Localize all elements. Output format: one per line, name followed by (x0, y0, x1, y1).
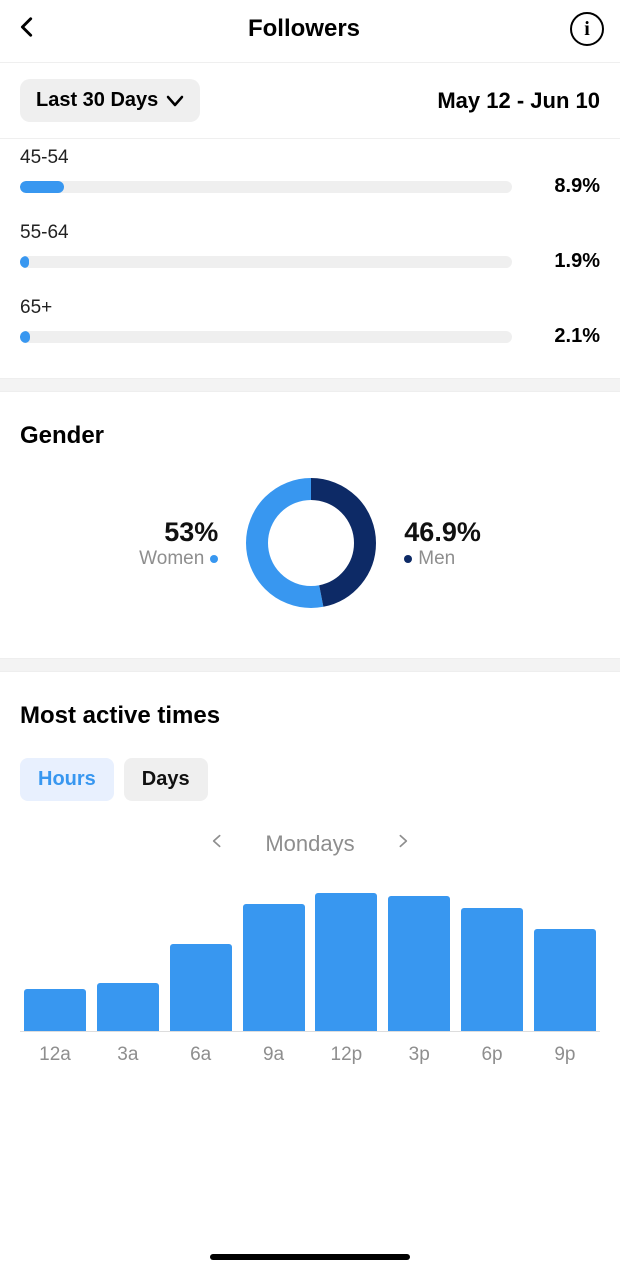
age-bar-fill (20, 331, 30, 343)
active-times-title: Most active times (20, 702, 600, 730)
gender-men-pct: 46.9% (404, 517, 481, 548)
legend-dot-icon (210, 555, 218, 563)
age-bar-track (20, 181, 512, 193)
gender-section: Gender 53% Women 46.9% Men (0, 392, 620, 658)
hour-label: 12a (24, 1044, 86, 1066)
hour-bar (24, 989, 86, 1031)
date-range-picker[interactable]: Last 30 Days (20, 79, 200, 122)
age-bar-fill (20, 181, 64, 193)
age-bar-track (20, 256, 512, 268)
gender-women-label: Women (139, 548, 218, 570)
next-day-button[interactable] (395, 829, 411, 858)
hour-bar (315, 893, 377, 1031)
gender-title: Gender (20, 422, 600, 450)
hour-label: 12p (315, 1044, 377, 1066)
header: Followers i (0, 0, 620, 63)
age-bar-fill (20, 256, 29, 268)
age-label: 55-64 (20, 222, 600, 244)
section-divider (0, 658, 620, 672)
age-bar-line: 2.1% (20, 325, 600, 348)
hour-bar (534, 929, 596, 1031)
hour-bar (170, 944, 232, 1031)
tab-days[interactable]: Days (124, 758, 208, 801)
age-bar-line: 1.9% (20, 250, 600, 273)
gender-women-block: 53% Women (139, 517, 218, 570)
chevron-down-icon (166, 95, 184, 107)
gender-women-text: Women (139, 548, 204, 570)
back-button[interactable] (16, 13, 38, 46)
tab-hours[interactable]: Hours (20, 758, 114, 801)
gender-women-pct: 53% (139, 517, 218, 548)
age-pct: 2.1% (530, 325, 600, 348)
age-pct: 8.9% (530, 175, 600, 198)
date-range-text: May 12 - Jun 10 (437, 88, 600, 114)
home-indicator (210, 1254, 410, 1260)
hour-label: 3a (97, 1044, 159, 1066)
hour-bar (461, 908, 523, 1031)
hour-label: 6p (461, 1044, 523, 1066)
age-pct: 1.9% (530, 250, 600, 273)
hours-x-axis: 12a 3a 6a 9a 12p 3p 6p 9p (20, 1032, 600, 1066)
age-row: 65+ 2.1% (20, 297, 600, 348)
hour-bar (388, 896, 450, 1031)
gender-men-text: Men (418, 548, 455, 570)
age-bar-track (20, 331, 512, 343)
gender-men-block: 46.9% Men (404, 517, 481, 570)
age-section: 45-54 8.9% 55-64 1.9% 65+ 2.1% (0, 139, 620, 378)
info-icon: i (584, 18, 590, 41)
gender-men-label: Men (404, 548, 481, 570)
date-range-label: Last 30 Days (36, 89, 158, 112)
hour-label: 6a (170, 1044, 232, 1066)
chevron-left-icon (209, 829, 225, 853)
hour-label: 3p (388, 1044, 450, 1066)
day-navigator: Mondays (20, 829, 600, 858)
page-title: Followers (248, 15, 360, 43)
day-label: Mondays (265, 831, 354, 857)
hour-bar (243, 904, 305, 1032)
active-times-tabs: Hours Days (20, 758, 600, 801)
info-button[interactable]: i (570, 12, 604, 46)
active-times-section: Most active times Hours Days Mondays 12a… (0, 672, 620, 1096)
age-label: 45-54 (20, 147, 600, 169)
donut-svg (246, 478, 376, 608)
hours-bar-chart (20, 882, 600, 1032)
legend-dot-icon (404, 555, 412, 563)
prev-day-button[interactable] (209, 829, 225, 858)
chevron-left-icon (16, 13, 38, 41)
gender-donut-chart (246, 478, 376, 608)
subheader: Last 30 Days May 12 - Jun 10 (0, 63, 620, 139)
age-row: 45-54 8.9% (20, 147, 600, 198)
hour-label: 9p (534, 1044, 596, 1066)
hour-bar (97, 983, 159, 1031)
age-label: 65+ (20, 297, 600, 319)
gender-body: 53% Women 46.9% Men (20, 478, 600, 608)
age-bar-line: 8.9% (20, 175, 600, 198)
age-row: 55-64 1.9% (20, 222, 600, 273)
section-divider (0, 378, 620, 392)
hour-label: 9a (243, 1044, 305, 1066)
chevron-right-icon (395, 829, 411, 853)
